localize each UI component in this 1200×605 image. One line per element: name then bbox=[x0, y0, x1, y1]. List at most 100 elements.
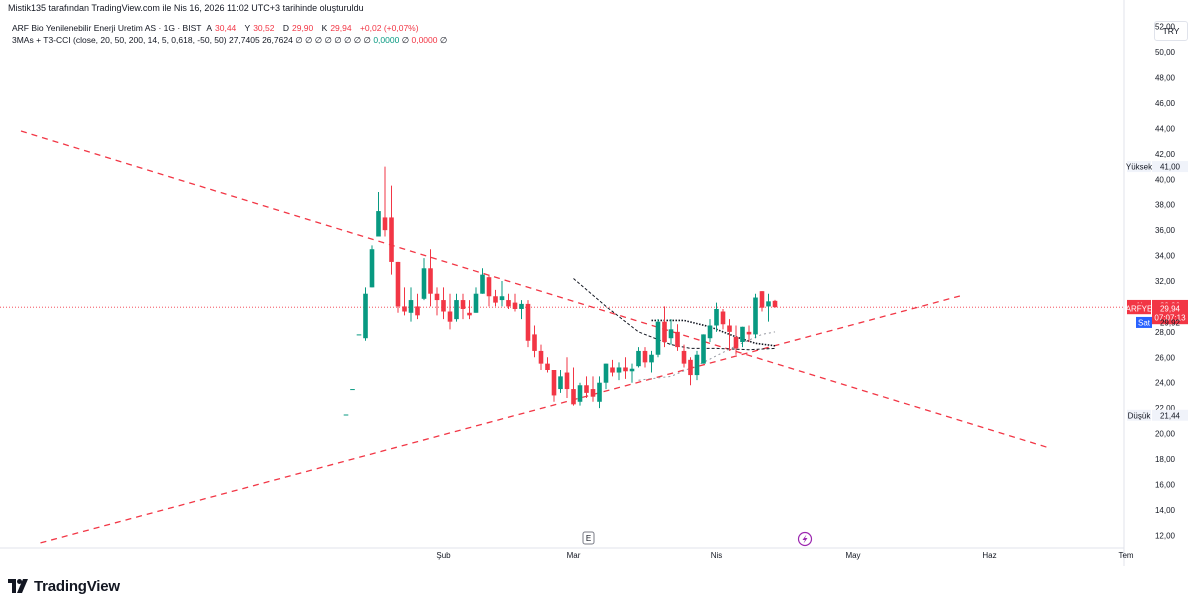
candle bbox=[551, 370, 557, 402]
chart-credit: Mistik135 tarafından TradingView.com ile… bbox=[8, 3, 364, 13]
symbol-legend-row[interactable]: ARF Bio Yenilenebilir Enerji Uretim AS ·… bbox=[12, 22, 447, 34]
candle-body bbox=[571, 389, 576, 405]
sell-value: 29,92 bbox=[1160, 318, 1181, 327]
candle-body bbox=[681, 350, 687, 364]
price-labels: Yüksek41,00Düşük21,44Al29,96ARFYE29,9407… bbox=[1126, 161, 1188, 421]
candle-body bbox=[447, 311, 453, 322]
svg-text:E: E bbox=[586, 534, 591, 543]
candle-body bbox=[350, 389, 355, 391]
price-tick-label: 16,00 bbox=[1155, 480, 1176, 489]
close-value: 29,94 bbox=[330, 23, 352, 33]
candle bbox=[590, 376, 596, 402]
candle-body bbox=[629, 368, 635, 372]
indicator-legend-row[interactable]: 3MAs + T3-CCI (close, 20, 50, 200, 14, 5… bbox=[12, 34, 447, 46]
candle-body bbox=[480, 274, 485, 294]
candle bbox=[623, 357, 628, 379]
candle-body bbox=[584, 385, 589, 393]
indicator-empty-value-2: ∅ bbox=[439, 35, 448, 45]
price-tick-label: 52,00 bbox=[1155, 23, 1176, 32]
candle-body bbox=[434, 293, 440, 301]
candle bbox=[356, 334, 362, 336]
last-price-symbol: ARFYE bbox=[1126, 305, 1153, 314]
candle bbox=[766, 293, 771, 322]
candle-body bbox=[766, 301, 771, 307]
candle-body bbox=[519, 303, 524, 309]
candle bbox=[759, 291, 765, 312]
candle-body bbox=[662, 321, 667, 343]
price-axis[interactable]: 12,00 14,00 16,00 18,00 20,00 22,00 24,00 26,00… bbox=[1155, 23, 1176, 541]
candle-body bbox=[655, 321, 661, 355]
candle bbox=[616, 362, 622, 381]
price-tick-label: 32,00 bbox=[1155, 277, 1176, 286]
low-label-value: 21,44 bbox=[1160, 411, 1181, 420]
candle-body bbox=[772, 300, 778, 308]
candle bbox=[460, 293, 466, 320]
brand-name: TradingView bbox=[34, 577, 120, 595]
high-label-label: Yüksek bbox=[1126, 163, 1153, 172]
last-price-bg bbox=[1152, 303, 1188, 325]
currency-button[interactable]: TRY bbox=[1154, 21, 1188, 41]
sell-label: Sat bbox=[1138, 318, 1151, 327]
candle-body bbox=[499, 296, 505, 301]
candle bbox=[694, 350, 700, 381]
time-axis[interactable]: Şub Mar Nis May Haz Tem bbox=[436, 551, 1134, 560]
candle-body bbox=[551, 370, 557, 396]
candle bbox=[629, 363, 635, 383]
candle-body bbox=[376, 211, 381, 237]
candle bbox=[655, 319, 661, 358]
candle-body bbox=[590, 389, 596, 397]
candle-body bbox=[473, 293, 479, 313]
trendlines[interactable] bbox=[20, 130, 1049, 544]
candle-body bbox=[688, 359, 693, 376]
candle bbox=[753, 293, 758, 339]
candle bbox=[577, 382, 583, 406]
price-tick-label: 14,00 bbox=[1155, 506, 1176, 515]
price-tick-label: 24,00 bbox=[1155, 379, 1176, 388]
candle-body bbox=[636, 350, 641, 367]
high-label-label-bg bbox=[1127, 161, 1151, 173]
candle bbox=[649, 350, 654, 373]
candle-body bbox=[603, 363, 609, 383]
candle-body bbox=[694, 354, 700, 376]
candle bbox=[454, 293, 459, 322]
candle bbox=[642, 347, 648, 368]
indicator-value-1: 27,7405 bbox=[228, 35, 260, 45]
lightning-icon[interactable] bbox=[797, 531, 813, 547]
candle-body bbox=[408, 300, 414, 313]
candle bbox=[707, 319, 713, 343]
price-tick-label: 18,00 bbox=[1155, 455, 1176, 464]
sell-tag: Sat 29,92 bbox=[1136, 316, 1181, 328]
candle-body bbox=[382, 217, 388, 231]
candle bbox=[681, 344, 687, 368]
indicator-value-green: 0,0000 bbox=[373, 35, 400, 45]
price-tick-label: 44,00 bbox=[1155, 124, 1176, 133]
indicator-title[interactable]: 3MAs + T3-CCI (close, 20, 50, 200, 14, 5… bbox=[12, 35, 227, 45]
candle bbox=[636, 347, 641, 368]
trendline-ascending[interactable] bbox=[40, 294, 964, 544]
time-tick-label: Tem bbox=[1118, 551, 1133, 560]
indicator-empty-value: ∅ bbox=[401, 35, 410, 45]
legend: ARF Bio Yenilenebilir Enerji Uretim AS ·… bbox=[12, 22, 447, 46]
price-tick-label: 38,00 bbox=[1155, 201, 1176, 210]
candle-body bbox=[558, 376, 563, 390]
earnings-e-icon[interactable]: E bbox=[582, 531, 595, 545]
candle bbox=[525, 300, 531, 348]
symbol-title[interactable]: ARF Bio Yenilenebilir Enerji Uretim AS ·… bbox=[12, 23, 202, 33]
price-tick-label: 46,00 bbox=[1155, 99, 1176, 108]
price-axis-separator bbox=[0, 0, 1125, 566]
candle bbox=[376, 192, 381, 237]
close-label: K bbox=[321, 23, 328, 33]
candle bbox=[701, 334, 706, 364]
candle bbox=[486, 274, 492, 307]
candle bbox=[727, 319, 732, 351]
candles bbox=[343, 166, 778, 416]
candle bbox=[746, 325, 752, 343]
candle-body bbox=[675, 331, 680, 348]
trendline-descending[interactable] bbox=[20, 130, 1049, 449]
candle bbox=[564, 357, 570, 398]
candle-body bbox=[714, 308, 719, 326]
brand-logo[interactable]: TradingView bbox=[8, 576, 120, 596]
time-tick-label: Mar bbox=[567, 551, 581, 560]
